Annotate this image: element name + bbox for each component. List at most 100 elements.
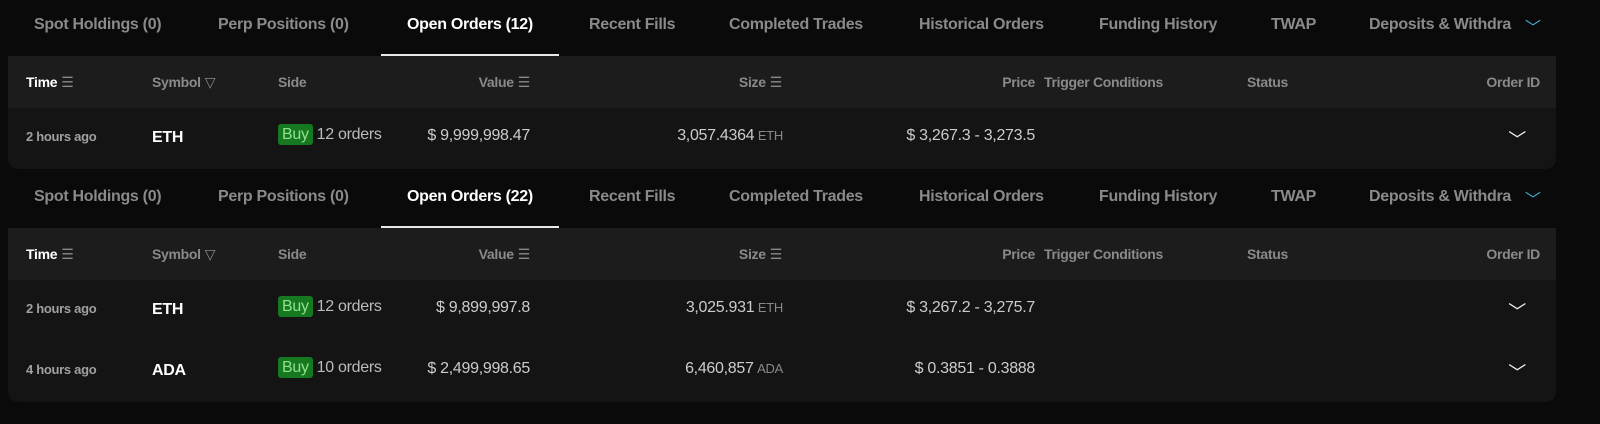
tab-deposits-withdra[interactable]: Deposits & Withdra [1369, 188, 1512, 205]
tab-open-orders[interactable]: Open Orders (22) [381, 172, 559, 228]
size-cell: 3,025.931 ETH [686, 299, 783, 317]
price-cell: $ 3,267.3 - 3,273.5 [906, 127, 1035, 144]
column-label: Value [478, 74, 514, 90]
tab-historical-orders[interactable]: Historical Orders [919, 16, 1044, 33]
column-label: Size [738, 74, 766, 90]
side-badge: Buy [278, 124, 313, 145]
order-count: 12 orders [316, 298, 382, 315]
tab-spot-holdings[interactable]: Spot Holdings (0) [34, 188, 162, 205]
filter-icon[interactable]: ▽ [204, 74, 216, 90]
tab-funding-history[interactable]: Funding History [1099, 16, 1218, 33]
column-header-order-id: Order ID [1486, 74, 1540, 90]
price-cell: $ 0.3851 - 0.3888 [914, 360, 1036, 377]
column-header-symbol[interactable]: Symbol ▽ [152, 246, 216, 263]
side-cell: Buy 12 orders [278, 124, 382, 145]
column-label: Status [1247, 74, 1288, 90]
column-header-order-id: Order ID [1486, 246, 1540, 262]
size-value: 3,025.931 [685, 299, 755, 316]
size-cell: 6,460,857 ADA [685, 360, 783, 378]
column-label: Order ID [1486, 246, 1540, 262]
column-header-price: Price [1002, 246, 1035, 262]
sort-icon[interactable]: ☰ [517, 246, 531, 262]
column-header-size[interactable]: Size ☰ [739, 74, 782, 91]
size-cell: 3,057.4364 ETH [677, 127, 783, 145]
column-header-side: Side [278, 246, 307, 262]
chevron-down-icon[interactable]: ﹀ [1525, 192, 1542, 209]
sort-icon[interactable]: ☰ [769, 246, 783, 262]
value-cell: $ 9,999,998.47 [427, 127, 530, 144]
order-count: 10 orders [316, 359, 382, 376]
column-label: Size [738, 246, 766, 262]
column-header-trigger: Trigger Conditions [1044, 246, 1163, 262]
expand-chevron-icon[interactable]: ﹀ [1508, 363, 1526, 383]
table-row: 2 hours ago ETH Buy 12 orders $ 9,899,997.8 3… [8, 280, 1556, 341]
chevron-down-icon[interactable]: ﹀ [1525, 20, 1542, 37]
tab-perp-positions[interactable]: Perp Positions (0) [218, 16, 349, 33]
column-label: Side [278, 74, 307, 90]
time-cell: 2 hours ago [26, 129, 97, 144]
sort-icon[interactable]: ☰ [61, 74, 74, 90]
price-cell: $ 3,267.2 - 3,275.7 [906, 299, 1035, 316]
orders-table: Time ☰ Symbol ▽ Side Value ☰ Size ☰ Price Trigger … [8, 56, 1556, 169]
column-header-size[interactable]: Size ☰ [739, 246, 782, 263]
order-count: 12 orders [316, 126, 382, 143]
tab-open-orders[interactable]: Open Orders (12) [381, 0, 559, 56]
tab-deposits-withdra[interactable]: Deposits & Withdra [1369, 16, 1512, 33]
column-label: Order ID [1486, 74, 1540, 90]
column-label: Price [1002, 74, 1035, 90]
column-label: Time [26, 74, 58, 90]
tab-completed-trades[interactable]: Completed Trades [729, 188, 863, 205]
tab-twap[interactable]: TWAP [1271, 16, 1317, 33]
column-label: Symbol [152, 246, 201, 262]
tab-spot-holdings[interactable]: Spot Holdings (0) [34, 16, 162, 33]
size-unit: ETH [757, 128, 783, 143]
column-label: Symbol [152, 74, 201, 90]
tab-twap[interactable]: TWAP [1271, 188, 1317, 205]
value-cell: $ 9,899,997.8 [436, 299, 530, 316]
column-label: Status [1247, 246, 1288, 262]
column-header-status: Status [1247, 74, 1288, 90]
column-header-time[interactable]: Time ☰ [26, 246, 74, 263]
time-cell: 2 hours ago [26, 301, 97, 316]
orders-block: Spot Holdings (0) Perp Positions (0) Open … [0, 172, 1600, 402]
side-cell: Buy 10 orders [278, 357, 382, 378]
sort-icon[interactable]: ☰ [61, 246, 74, 262]
size-value: 3,057.4364 [677, 127, 755, 144]
tab-bar: Spot Holdings (0) Perp Positions (0) Open … [0, 0, 1600, 56]
symbol-cell[interactable]: ETH [152, 301, 184, 318]
column-label: Time [26, 246, 58, 262]
side-badge: Buy [278, 357, 313, 378]
orders-table: Time ☰ Symbol ▽ Side Value ☰ Size ☰ Price Trigger … [8, 228, 1556, 402]
table-row: 4 hours ago ADA Buy 10 orders $ 2,499,998.65… [8, 341, 1556, 402]
tab-funding-history[interactable]: Funding History [1099, 188, 1218, 205]
tab-recent-fills[interactable]: Recent Fills [589, 188, 676, 205]
column-header-value[interactable]: Value ☰ [478, 246, 531, 263]
column-header-status: Status [1247, 246, 1288, 262]
column-header-time[interactable]: Time ☰ [26, 74, 74, 91]
tab-historical-orders[interactable]: Historical Orders [919, 188, 1044, 205]
orders-block: Spot Holdings (0) Perp Positions (0) Open … [0, 0, 1600, 169]
symbol-cell[interactable]: ADA [152, 362, 186, 379]
filter-icon[interactable]: ▽ [204, 246, 216, 262]
expand-chevron-icon[interactable]: ﹀ [1508, 302, 1526, 322]
tab-bar: Spot Holdings (0) Perp Positions (0) Open … [0, 172, 1600, 228]
column-label: Side [278, 246, 307, 262]
column-label: Trigger Conditions [1044, 74, 1164, 90]
expand-chevron-icon[interactable]: ﹀ [1508, 130, 1526, 150]
tab-completed-trades[interactable]: Completed Trades [729, 16, 863, 33]
tab-recent-fills[interactable]: Recent Fills [589, 16, 676, 33]
side-cell: Buy 12 orders [278, 296, 382, 317]
table-header: Time ☰ Symbol ▽ Side Value ☰ Size ☰ Price Trigger … [8, 228, 1556, 280]
side-badge: Buy [278, 296, 313, 317]
sort-icon[interactable]: ☰ [517, 74, 531, 90]
tab-perp-positions[interactable]: Perp Positions (0) [218, 188, 349, 205]
sort-icon[interactable]: ☰ [769, 74, 783, 90]
column-header-symbol[interactable]: Symbol ▽ [152, 74, 216, 91]
column-header-price: Price [1002, 74, 1035, 90]
column-header-value[interactable]: Value ☰ [478, 74, 531, 91]
column-label: Value [478, 246, 514, 262]
size-unit: ETH [757, 300, 783, 315]
symbol-cell[interactable]: ETH [152, 129, 184, 146]
table-row: 2 hours ago ETH Buy 12 orders $ 9,999,998.47… [8, 108, 1556, 169]
size-unit: ADA [757, 361, 783, 376]
